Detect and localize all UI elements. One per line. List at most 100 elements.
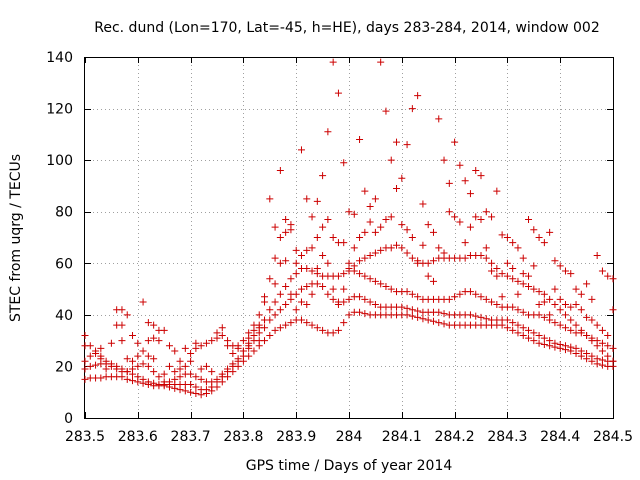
data-point [187, 388, 195, 396]
data-point [556, 262, 564, 270]
data-point [424, 221, 432, 229]
data-point [561, 301, 569, 309]
data-point [535, 234, 543, 241]
data-point [509, 319, 517, 327]
data-point [303, 246, 311, 254]
data-point [530, 329, 538, 337]
data-point [561, 267, 569, 275]
data-point [308, 290, 316, 298]
data-point [556, 295, 564, 303]
data-point [503, 316, 511, 324]
data-point [150, 379, 158, 387]
data-point [303, 301, 311, 309]
data-point [387, 285, 395, 293]
data-point [519, 280, 527, 288]
data-point [382, 107, 390, 115]
data-point [393, 138, 401, 146]
data-point [229, 360, 237, 368]
data-point [271, 326, 279, 334]
data-point [255, 311, 263, 319]
data-point [593, 355, 601, 363]
data-point [583, 280, 591, 288]
data-point [371, 195, 379, 203]
data-point [197, 365, 205, 373]
data-point [287, 275, 295, 283]
data-point [261, 293, 269, 301]
data-point [319, 326, 327, 334]
data-point [466, 311, 474, 319]
data-point [282, 257, 290, 265]
data-point [456, 290, 464, 298]
data-point [588, 295, 596, 303]
x-tick-label: 284.5 [593, 429, 633, 445]
data-point [466, 223, 474, 231]
data-point [456, 218, 464, 226]
data-point [525, 326, 533, 334]
data-point [165, 378, 173, 386]
data-point [118, 337, 126, 345]
data-point [540, 239, 548, 247]
data-point [477, 293, 485, 301]
data-point [340, 270, 348, 278]
data-point [466, 288, 474, 296]
data-point [488, 298, 496, 306]
data-point [525, 282, 533, 290]
data-point [398, 244, 406, 252]
data-point [583, 350, 591, 358]
data-point [129, 357, 137, 365]
data-point [361, 254, 369, 262]
data-point [440, 156, 448, 164]
data-point [102, 357, 110, 365]
data-point [445, 208, 453, 216]
data-point [150, 368, 158, 376]
data-point [308, 321, 316, 329]
data-point [540, 298, 548, 306]
data-point [572, 301, 580, 309]
data-point [398, 303, 406, 311]
data-point [276, 259, 284, 267]
data-point [424, 316, 432, 324]
data-point [551, 285, 559, 293]
data-point [129, 377, 137, 385]
data-point [329, 285, 337, 293]
data-point [451, 213, 459, 221]
data-point [424, 272, 432, 280]
data-point [303, 195, 311, 203]
data-point [408, 312, 416, 320]
data-point [313, 324, 321, 332]
data-point [514, 244, 522, 252]
data-point [540, 334, 548, 342]
data-point [546, 337, 554, 345]
data-point [340, 159, 348, 167]
data-point [107, 362, 115, 370]
data-point [218, 370, 226, 378]
y-tick-label: 120 [46, 102, 73, 118]
data-point [477, 252, 485, 260]
data-point [324, 259, 332, 267]
data-point [97, 374, 105, 382]
x-tick-label: 284.1 [382, 429, 422, 445]
data-point [377, 246, 385, 254]
data-point [366, 203, 374, 211]
data-point [371, 249, 379, 257]
data-point [556, 341, 564, 349]
y-tick-label: 80 [55, 205, 73, 221]
data-point [271, 280, 279, 288]
data-point [319, 172, 327, 180]
data-point [356, 136, 364, 144]
data-point [472, 312, 480, 320]
data-point [366, 298, 374, 306]
data-point [86, 352, 94, 360]
data-point [583, 313, 591, 321]
data-point [171, 368, 179, 376]
data-point [329, 329, 337, 337]
data-point [107, 339, 115, 347]
data-point [255, 321, 263, 329]
data-point [340, 285, 348, 293]
data-point [588, 352, 596, 360]
data-point [356, 257, 364, 265]
data-point [561, 342, 569, 350]
data-point [192, 383, 200, 391]
data-point [160, 370, 168, 378]
